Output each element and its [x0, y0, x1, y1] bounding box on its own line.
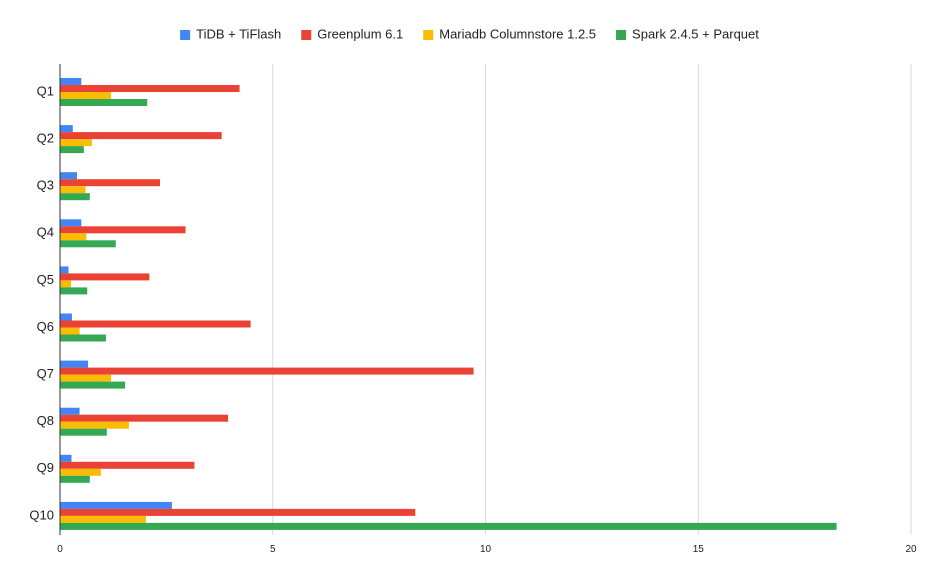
x-tick-label: 5	[270, 544, 276, 555]
bar-q9-series-1	[60, 454, 72, 462]
bar-q3-series-3	[60, 186, 86, 194]
bar-q2-series-4	[60, 146, 84, 154]
bar-q2-series-3	[60, 139, 92, 147]
legend-swatch	[616, 30, 627, 40]
bar-q1-series-1	[60, 78, 82, 85]
bar-q7-series-2	[60, 367, 474, 375]
bar-q5-series-4	[60, 287, 88, 295]
bar-q3-series-4	[60, 193, 90, 201]
category-label-q4: Q4	[37, 225, 54, 240]
category-label-q7: Q7	[37, 366, 54, 381]
x-tick-label: 20	[905, 544, 917, 555]
legend-item-2[interactable]: Greenplum 6.1	[301, 26, 403, 41]
bar-q8-series-1	[60, 407, 80, 415]
bar-q4-series-2	[60, 226, 186, 234]
category-label-q8: Q8	[37, 413, 54, 428]
grid-layer	[272, 64, 912, 535]
category-label-q6: Q6	[37, 319, 54, 334]
bar-q5-series-2	[60, 273, 150, 281]
bar-q5-series-3	[60, 280, 72, 288]
x-tick-label: 10	[480, 544, 492, 555]
x-tick-label: 15	[693, 544, 705, 555]
bar-q3-series-2	[60, 179, 160, 187]
bar-q1-series-2	[60, 85, 240, 92]
bar-q1-series-4	[60, 99, 148, 106]
legend-swatch	[423, 30, 434, 40]
category-label-q2: Q2	[37, 131, 54, 146]
category-label-q3: Q3	[37, 178, 54, 193]
axis-layer: 0 5 10 15 20 Q1 Q2 Q3 Q4 Q5 Q6 Q7 Q8 Q9 Q10	[29, 64, 917, 555]
bars-layer	[60, 78, 837, 530]
bar-q8-series-2	[60, 414, 229, 422]
bar-q9-series-4	[60, 475, 90, 483]
bar-q8-series-3	[60, 421, 129, 429]
legend-label: Mariadb Columnstore 1.2.5	[439, 26, 596, 41]
bar-q9-series-3	[60, 468, 101, 476]
bar-q7-series-4	[60, 381, 126, 389]
bar-q8-series-4	[60, 428, 107, 436]
legend-label: Greenplum 6.1	[317, 26, 403, 41]
bar-q2-series-2	[60, 132, 222, 140]
legend: TiDB + TiFlash Greenplum 6.1 Mariadb Colum…	[180, 26, 759, 41]
bar-q5-series-1	[60, 266, 69, 274]
bar-q10-series-1	[60, 501, 172, 509]
legend-swatch	[180, 30, 191, 40]
bar-q4-series-1	[60, 219, 82, 227]
bar-q6-series-4	[60, 334, 106, 342]
category-label-q1: Q1	[37, 83, 54, 98]
legend-item-3[interactable]: Mariadb Columnstore 1.2.5	[423, 26, 596, 41]
bar-q6-series-1	[60, 313, 72, 321]
category-label-q9: Q9	[37, 460, 54, 475]
category-label-q5: Q5	[37, 272, 54, 287]
bar-q10-series-3	[60, 515, 146, 523]
legend-item-4[interactable]: Spark 2.4.5 + Parquet	[616, 26, 759, 41]
x-tick-label: 0	[57, 544, 63, 555]
bar-q10-series-2	[60, 508, 416, 516]
bar-q7-series-3	[60, 374, 112, 382]
legend-item-1[interactable]: TiDB + TiFlash	[180, 26, 281, 41]
legend-label: TiDB + TiFlash	[196, 26, 281, 41]
bar-q9-series-2	[60, 461, 195, 469]
bar-q4-series-3	[60, 233, 87, 241]
bar-q7-series-1	[60, 360, 89, 368]
bar-q6-series-3	[60, 327, 80, 335]
bar-q4-series-4	[60, 240, 116, 248]
bar-q3-series-1	[60, 172, 78, 180]
bar-q10-series-4	[60, 522, 837, 530]
bar-q6-series-2	[60, 320, 251, 328]
legend-swatch	[301, 30, 312, 40]
legend-label: Spark 2.4.5 + Parquet	[632, 26, 759, 41]
bar-q1-series-3	[60, 92, 112, 99]
category-label-q10: Q10	[29, 507, 54, 522]
bar-q2-series-1	[60, 125, 73, 133]
